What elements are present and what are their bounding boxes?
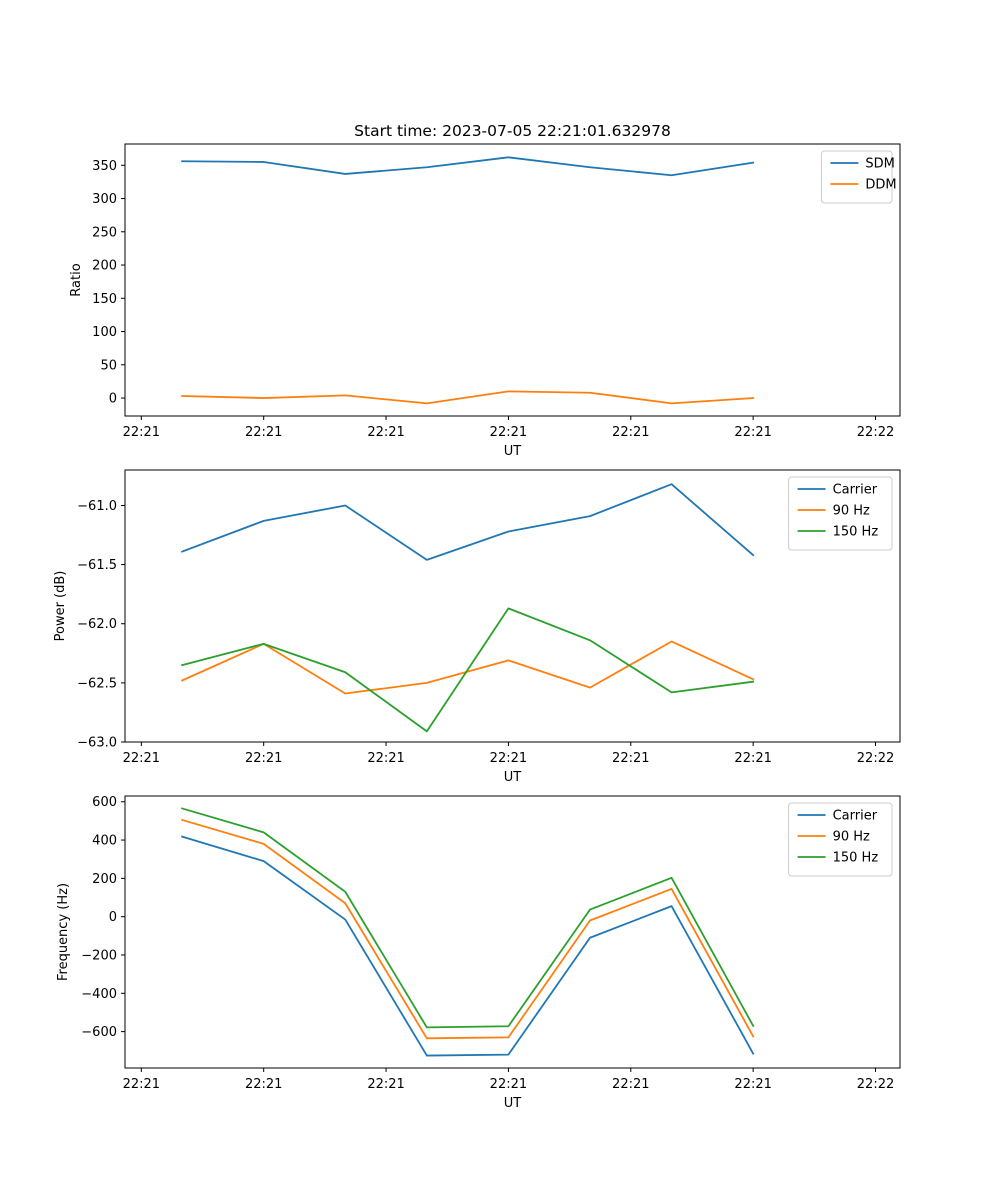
subplot-frequency: 22:21 22:21 22:21 22:21 22:21 22:21 22:22 −600 −… <box>56 795 901 1111</box>
series-line-sdm <box>181 156 755 177</box>
y-tick-label: −63.0 <box>77 736 117 751</box>
legend-label: Carrier <box>833 809 878 824</box>
x-tick-label: 22:21 <box>490 751 527 766</box>
x-tick-label: 22:21 <box>734 751 771 766</box>
x-tick-label: 22:21 <box>612 1077 649 1092</box>
series-line-90-hz <box>180 640 755 695</box>
series-line-90-hz <box>180 818 755 1040</box>
x-tick-label: 22:22 <box>857 751 894 766</box>
y-tick-label: 200 <box>92 259 117 274</box>
subplot-power: 22:21 22:21 22:21 22:21 22:21 22:21 22:22 −63.0… <box>53 469 901 785</box>
x-tick-label: 22:21 <box>367 425 404 440</box>
y-tick-label: 600 <box>92 795 117 810</box>
x-tick-label: 22:21 <box>612 751 649 766</box>
x-tick-label: 22:21 <box>367 1077 404 1092</box>
subplot-frequency-legend: Carrier 90 Hz 150 Hz <box>788 802 893 877</box>
subplot-frequency-marks: 22:21 22:21 22:21 22:21 22:21 22:21 22:22 −600 −… <box>81 795 894 1092</box>
legend-label: Carrier <box>833 483 878 498</box>
y-tick-label: 250 <box>92 225 117 240</box>
x-tick-label: 22:22 <box>857 425 894 440</box>
y-tick-label: 150 <box>92 292 117 307</box>
subplot-frequency-xlabel: UT <box>504 1096 522 1111</box>
x-tick-label: 22:21 <box>367 751 404 766</box>
y-tick-label: −600 <box>81 1025 117 1040</box>
x-tick-label: 22:21 <box>734 425 771 440</box>
legend-label: 150 Hz <box>833 851 879 866</box>
x-tick-label: 22:21 <box>734 1077 771 1092</box>
x-tick-label: 22:21 <box>612 425 649 440</box>
x-tick-label: 22:21 <box>245 751 282 766</box>
series-line-carrier <box>180 483 755 561</box>
y-tick-label: 300 <box>92 192 117 207</box>
series-line-150-hz <box>180 807 755 1029</box>
subplot-power-xlabel: UT <box>504 770 522 785</box>
chart-title: Start time: 2023-07-05 22:21:01.632978 <box>354 122 671 140</box>
legend-label: 150 Hz <box>833 525 879 540</box>
subplot-ratio-frame <box>124 143 901 417</box>
x-tick-label: 22:21 <box>245 1077 282 1092</box>
series-line-ddm <box>181 390 755 405</box>
subplot-ratio-marks: 22:21 22:21 22:21 22:21 22:21 22:21 22:22 0 50 10… <box>92 156 894 440</box>
subplot-ratio-xlabel: UT <box>504 444 522 459</box>
y-tick-label: −61.5 <box>77 558 117 573</box>
y-tick-label: −200 <box>81 948 117 963</box>
subplot-power-legend: Carrier 90 Hz 150 Hz <box>788 476 893 551</box>
y-tick-label: 400 <box>92 834 117 849</box>
subplot-power-frame <box>124 469 901 743</box>
y-tick-label: −400 <box>81 987 117 1002</box>
x-tick-label: 22:21 <box>123 751 160 766</box>
subplot-frequency-ylabel: Frequency (Hz) <box>56 883 71 981</box>
subplot-ratio-ylabel: Ratio <box>69 263 84 296</box>
series-line-carrier <box>180 835 755 1057</box>
subplot-power-marks: 22:21 22:21 22:21 22:21 22:21 22:21 22:22 −63.0… <box>77 483 894 766</box>
legend-label: 90 Hz <box>833 830 870 845</box>
legend-box <box>820 150 893 204</box>
y-tick-label: −61.0 <box>77 499 117 514</box>
y-tick-label: 0 <box>109 392 117 407</box>
y-tick-label: 0 <box>109 910 117 925</box>
y-tick-label: 350 <box>92 159 117 174</box>
subplot-ratio-legend: SDM DDM <box>820 150 897 204</box>
y-tick-label: −62.5 <box>77 676 117 691</box>
x-tick-label: 22:22 <box>857 1077 894 1092</box>
y-tick-label: −62.0 <box>77 617 117 632</box>
x-tick-label: 22:21 <box>123 1077 160 1092</box>
x-tick-label: 22:21 <box>245 425 282 440</box>
legend-label: 90 Hz <box>833 504 870 519</box>
legend-label: SDM <box>865 157 894 172</box>
subplot-power-ylabel: Power (dB) <box>53 571 68 642</box>
legend-label: DDM <box>865 178 896 193</box>
subplot-frequency-frame <box>124 795 901 1069</box>
y-tick-label: 200 <box>92 872 117 887</box>
series-line-150-hz <box>181 607 755 733</box>
subplot-ratio: Start time: 2023-07-05 22:21:01.632978 2… <box>69 122 901 459</box>
y-tick-label: 50 <box>100 358 117 373</box>
y-tick-label: 100 <box>92 325 117 340</box>
x-tick-label: 22:21 <box>490 425 527 440</box>
x-tick-label: 22:21 <box>490 1077 527 1092</box>
x-tick-label: 22:21 <box>123 425 160 440</box>
